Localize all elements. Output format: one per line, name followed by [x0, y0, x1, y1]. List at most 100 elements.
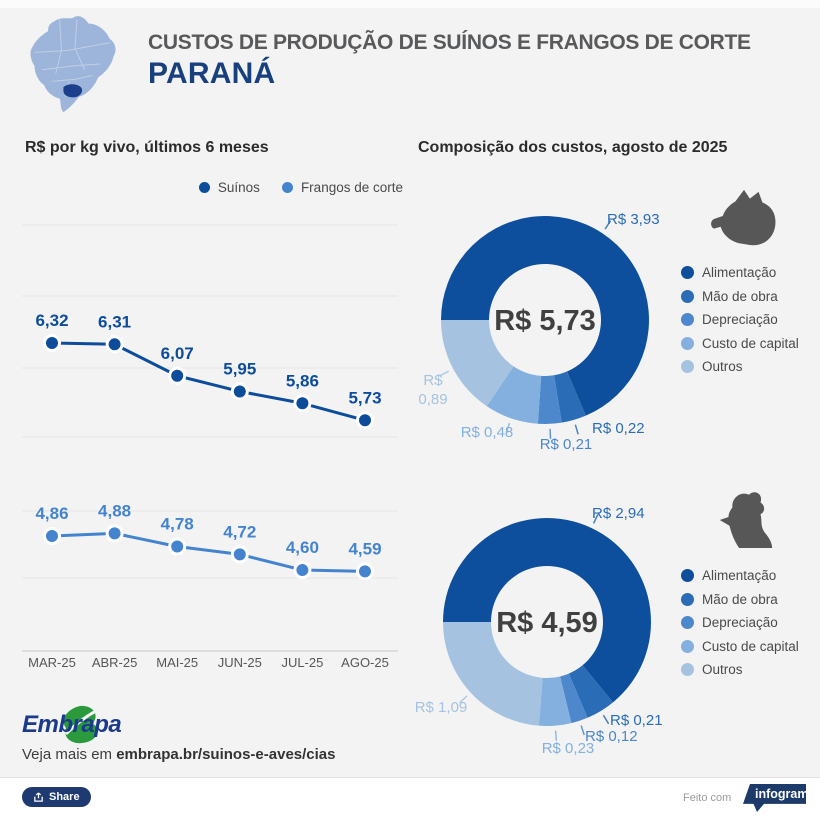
slice-value-label: R$ 3,93: [607, 211, 660, 228]
data-point-label: 6,31: [98, 312, 131, 331]
data-point[interactable]: [356, 562, 374, 581]
donut-slice-Outros[interactable]: [443, 622, 543, 726]
slice-value-label: R$ 1,09: [415, 699, 468, 716]
data-point-label: 6,32: [35, 311, 68, 330]
legend-item[interactable]: Outros: [681, 359, 799, 374]
legend-item[interactable]: Depreciação: [681, 312, 799, 327]
donut-slice-Custo de capital[interactable]: [486, 366, 542, 424]
price-line-chart: MAR-25 ABR-25 MAI-25 JUN-25 JUL-25 AGO-25 6,32…: [22, 224, 398, 670]
data-point-label: 4,78: [161, 514, 194, 533]
legend-label: Alimentação: [702, 568, 777, 583]
data-point-label: 4,72: [223, 522, 256, 541]
slice-leader-line: [505, 422, 511, 433]
legend-item[interactable]: Custo de capital: [681, 336, 799, 351]
data-point-label: 4,60: [286, 538, 319, 557]
data-point[interactable]: [43, 334, 61, 352]
legend-label: Alimentação: [702, 265, 777, 280]
slice-leader-line: [602, 714, 610, 725]
slice-leader-line: [554, 730, 558, 741]
slice-value-label: R$ 0,21: [540, 436, 593, 453]
donut-slice-Outros[interactable]: [441, 320, 514, 407]
legend-label: Mão de obra: [702, 591, 778, 607]
share-button[interactable]: Share: [22, 787, 91, 807]
legend-dot-icon: [681, 569, 694, 582]
main-title: CUSTOS DE PRODUÇÃO DE SUÍNOS E FRANGOS D…: [148, 31, 751, 54]
see-more-link[interactable]: embrapa.br/suinos-e-aves/cias: [116, 746, 336, 763]
legend-item[interactable]: Outros: [681, 662, 799, 677]
legend-dot-icon: [681, 266, 694, 279]
x-axis-label: JUN-25: [218, 655, 262, 670]
legend-dot-icon: [681, 336, 694, 350]
slice-leader-line: [439, 370, 450, 377]
legend-item[interactable]: Mão de obra: [681, 592, 799, 607]
data-point[interactable]: [168, 366, 187, 385]
legend-label: Custo de capital: [702, 335, 799, 351]
legend-dot-icon: [198, 182, 210, 193]
slice-value-label: R$ 2,94: [592, 505, 645, 522]
slice-value-label: R$ 0,12: [585, 728, 638, 745]
legend-label: Outros: [702, 662, 743, 677]
donut-center-total: R$ 5,73: [494, 305, 596, 337]
legend-item[interactable]: Alimentação: [681, 265, 799, 280]
composition-section-heading: Composição dos custos, agosto de 2025: [418, 139, 728, 156]
top-strip: [0, 0, 820, 8]
legend-item[interactable]: Alimentação: [681, 568, 799, 583]
data-point[interactable]: [356, 411, 374, 430]
legend-label: Frangos de corte: [300, 180, 403, 195]
data-point[interactable]: [293, 394, 312, 413]
legend-label: Custo de capital: [702, 638, 799, 654]
x-axis-label: MAI-25: [156, 655, 198, 670]
legend-item[interactable]: Custo de capital: [681, 639, 799, 654]
donut-slice-Mão de obra[interactable]: [554, 371, 586, 423]
legend-label: Outros: [702, 359, 743, 374]
legend-item[interactable]: Depreciação: [681, 615, 799, 630]
series-line-0: [51, 341, 366, 422]
data-point[interactable]: [105, 524, 124, 543]
donut-slice-Alimentação[interactable]: [441, 216, 649, 416]
donut-slice-Alimentação[interactable]: [443, 518, 651, 703]
slice-value-label: R$ 0,89: [418, 372, 447, 408]
x-axis-label: MAR-25: [28, 655, 76, 670]
slice-value-label: R$ 0,23: [542, 740, 595, 757]
data-point[interactable]: [168, 537, 187, 556]
made-with-text: Feito com: [683, 792, 732, 804]
series-line-1: [51, 531, 366, 573]
donut-slice-Custo de capital[interactable]: [538, 676, 572, 726]
x-axis-label: ABR-25: [92, 655, 138, 670]
slice-leader-line: [574, 424, 579, 435]
data-point[interactable]: [105, 335, 124, 354]
x-axis-label: AGO-25: [341, 655, 389, 670]
legend-dot-icon: [681, 289, 694, 303]
donut-slice-Depreciação[interactable]: [560, 673, 588, 724]
legend-label: Depreciação: [702, 312, 778, 327]
donut-slice-Depreciação[interactable]: [537, 375, 562, 424]
data-point[interactable]: [230, 545, 249, 564]
legend-dot-icon: [681, 313, 694, 326]
data-point-label: 5,73: [348, 388, 381, 407]
data-point-label: 6,07: [161, 344, 194, 363]
embrapa-logo: Embrapa: [22, 704, 152, 744]
legend-item[interactable]: Mão de obra: [681, 289, 799, 304]
legend-item[interactable]: Suínos: [198, 180, 260, 195]
legend-dot-icon: [681, 639, 694, 653]
legend-dot-icon: [681, 616, 694, 629]
data-point[interactable]: [293, 561, 312, 580]
donut-slice-Mão de obra[interactable]: [568, 665, 614, 718]
legend-item[interactable]: Frangos de corte: [281, 180, 403, 195]
data-point[interactable]: [230, 382, 249, 401]
legend-dot-icon: [681, 592, 694, 606]
chicken-icon: [719, 492, 773, 549]
legend-dot-icon: [681, 360, 694, 373]
share-button-label: Share: [49, 791, 80, 803]
see-more-line: Veja mais em embrapa.br/suinos-e-aves/ci…: [22, 746, 335, 763]
data-point-label: 4,88: [98, 501, 131, 520]
broiler-donut-legend: Alimentação Mão de obra Depreciação Custo d…: [681, 568, 799, 677]
slice-leader-line: [592, 514, 599, 524]
line-chart-legend: Suínos Frangos de corte: [0, 180, 403, 195]
slice-leader-line: [459, 695, 468, 704]
footer-divider: [0, 777, 820, 778]
data-point[interactable]: [43, 527, 61, 545]
slice-leader-line: [580, 725, 585, 736]
infogram-logo-badge[interactable]: infogram: [743, 784, 806, 812]
